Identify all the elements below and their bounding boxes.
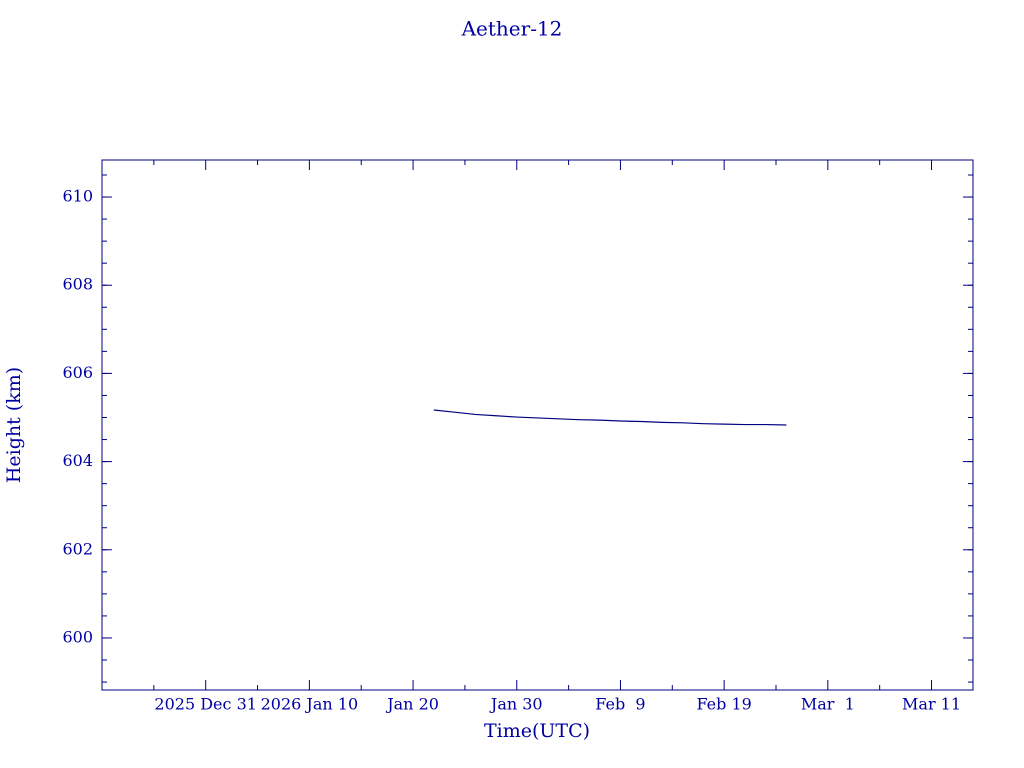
chart-title: Aether-12 — [461, 17, 563, 41]
x-tick-label: 2026 Jan 10 — [261, 695, 359, 714]
x-tick-label: Feb 19 — [696, 695, 751, 714]
x-tick-label: Jan 30 — [489, 695, 543, 714]
x-tick-label: Feb 9 — [595, 695, 645, 714]
x-tick-label: Mar 1 — [801, 695, 855, 714]
plot-frame — [101, 159, 974, 691]
data-line — [433, 409, 787, 426]
x-tick-label: 2025 Dec 31 — [154, 695, 257, 714]
x-tick-label: Mar 11 — [902, 695, 961, 714]
y-axis-title: Height (km) — [3, 367, 25, 483]
y-tick-label: 606 — [62, 363, 93, 382]
y-tick-label: 602 — [62, 539, 93, 558]
x-tick-label: Jan 20 — [385, 695, 439, 714]
y-tick-label: 600 — [62, 627, 93, 646]
y-tick-label: 610 — [62, 187, 93, 206]
x-axis-title: Time(UTC) — [484, 720, 590, 742]
y-tick-label: 604 — [62, 451, 93, 470]
y-tick-label: 608 — [62, 275, 93, 294]
